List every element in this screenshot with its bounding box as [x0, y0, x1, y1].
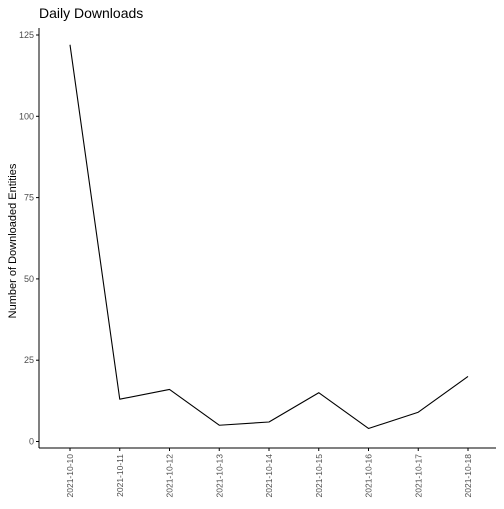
y-tick-label: 100 [19, 111, 34, 121]
x-tick-label: 2021-10-10 [65, 454, 75, 498]
y-axis-label: Number of Downloaded Entities [7, 163, 19, 318]
x-tick-label: 2021-10-15 [314, 454, 324, 498]
x-tick-label: 2021-10-13 [214, 454, 224, 498]
x-tick-label: 2021-10-11 [115, 454, 125, 497]
y-tick-label: 125 [19, 30, 34, 40]
series-line [69, 44, 469, 430]
y-ticks: 0 25 50 75 100 125 [19, 30, 39, 447]
series [69, 44, 469, 430]
y-tick-label: 75 [24, 193, 34, 203]
x-tick-label: 2021-10-16 [364, 454, 374, 498]
x-ticks: 2021-10-10 2021-10-11 2021-10-12 2021-10-13… [65, 448, 473, 497]
x-tick-label: 2021-10-14 [264, 454, 274, 498]
y-tick-label: 25 [24, 355, 34, 365]
x-tick-label: 2021-10-18 [463, 454, 473, 498]
chart-title: Daily Downloads [39, 5, 143, 21]
x-tick-label: 2021-10-17 [413, 454, 423, 498]
y-tick-label: 50 [24, 274, 34, 284]
y-tick-label: 0 [29, 437, 34, 447]
x-tick-label: 2021-10-12 [165, 454, 175, 498]
